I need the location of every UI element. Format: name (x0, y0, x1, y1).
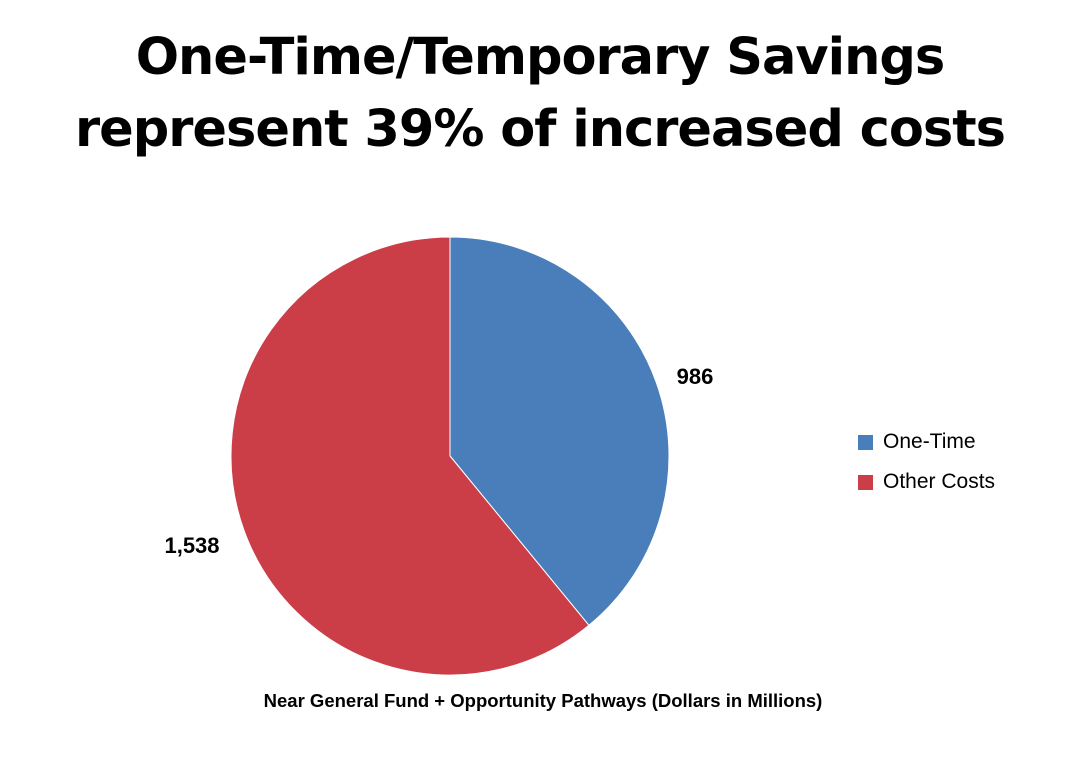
legend-label-other-costs: Other Costs (883, 470, 996, 493)
slide-title-line-1: One-Time/Temporary Savings (135, 28, 946, 87)
legend-swatch-one-time (858, 434, 873, 450)
legend-label-one-time: One-Time (883, 430, 976, 453)
chart-legend: One-Time Other Costs (858, 422, 995, 502)
slide-title-line-2: represent 39% of increased costs (75, 100, 1006, 159)
legend-item-other-costs: Other Costs (858, 462, 995, 502)
data-label-other-costs: 1,538 (164, 533, 219, 558)
legend-item-one-time: One-Time (858, 422, 995, 462)
legend-swatch-other-costs (858, 474, 873, 490)
chart-caption: Near General Fund + Opportunity Pathways… (263, 690, 823, 711)
pie-slices (230, 236, 670, 676)
pie-slice-other-costs (230, 236, 590, 676)
data-label-one-time: 986 (677, 364, 714, 389)
pie-data-labels: 986 1,538 (164, 364, 713, 558)
slide-title: One-Time/Temporary Savings represent 39%… (0, 22, 1080, 166)
pie-slice-one-time (449, 236, 670, 627)
